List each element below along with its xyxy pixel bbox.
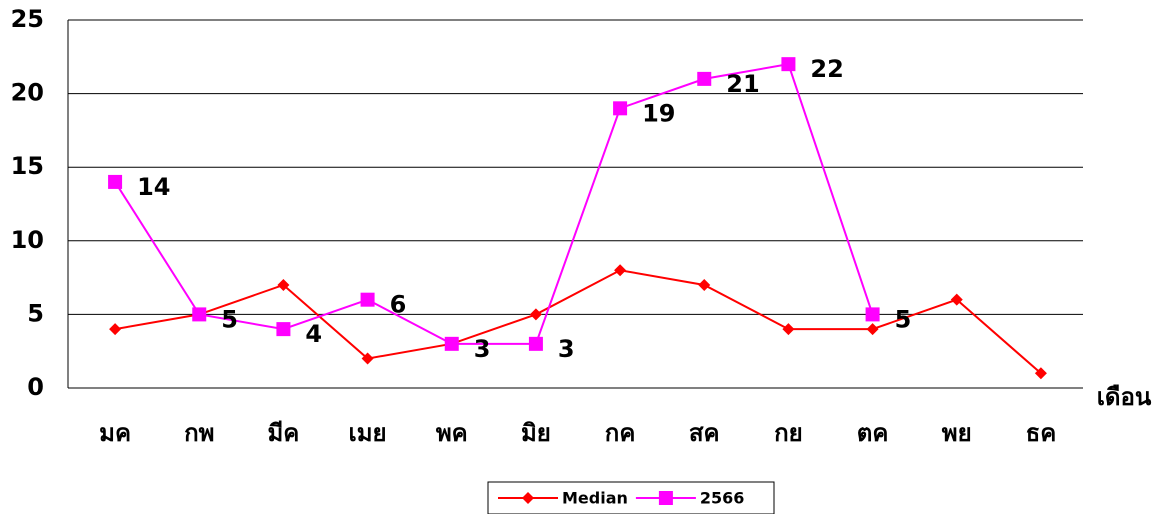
data-label: 4 [305,320,322,348]
x-tick-label: มีค [267,419,299,447]
legend-label: 2566 [700,489,745,508]
marker [613,101,628,116]
marker [950,293,963,306]
x-tick-label: พย [942,419,972,447]
x-tick-label: มค [99,419,131,447]
legend-label: Median [562,489,628,508]
data-label: 5 [895,305,912,333]
marker [522,492,534,504]
y-tick-label: 0 [27,373,44,401]
marker [697,71,712,86]
marker [658,491,673,505]
data-label: 6 [390,291,407,319]
marker [614,264,627,277]
marker [781,57,796,72]
marker [361,352,374,365]
marker [444,336,459,351]
y-tick-label: 15 [11,152,44,180]
marker [276,322,291,337]
series-line [114,63,874,345]
marker [698,278,711,291]
x-tick-label: ตค [857,419,889,447]
marker [192,307,207,322]
x-tick-label: พค [436,419,468,447]
data-label: 21 [726,70,759,98]
marker [782,323,795,336]
x-tick-label: สค [689,419,720,447]
x-tick-label: กย [774,419,803,447]
marker [528,336,543,351]
data-label: 14 [137,173,170,201]
marker [360,292,375,307]
x-tick-label: กค [605,419,636,447]
y-tick-label: 20 [11,79,44,107]
x-tick-label: มิย [521,419,551,447]
data-label: 19 [642,99,675,127]
marker [529,308,542,321]
y-tick-label: 5 [27,299,44,327]
y-tick-label: 10 [11,226,44,254]
x-tick-label: กพ [184,419,214,447]
series-line [114,269,1042,375]
marker [108,174,123,189]
x-tick-label: ธค [1026,419,1057,447]
x-tick-label: เมย [349,419,387,447]
data-label: 5 [221,305,238,333]
data-label: 22 [810,55,843,83]
data-label: 3 [474,335,491,363]
marker [865,307,880,322]
marker [866,323,879,336]
marker [1034,367,1047,380]
marker [277,278,290,291]
data-label: 3 [558,335,575,363]
x-axis-label: เดือน [1097,383,1152,411]
y-tick-label: 25 [11,5,44,33]
marker [109,323,122,336]
legend-box [487,481,775,514]
